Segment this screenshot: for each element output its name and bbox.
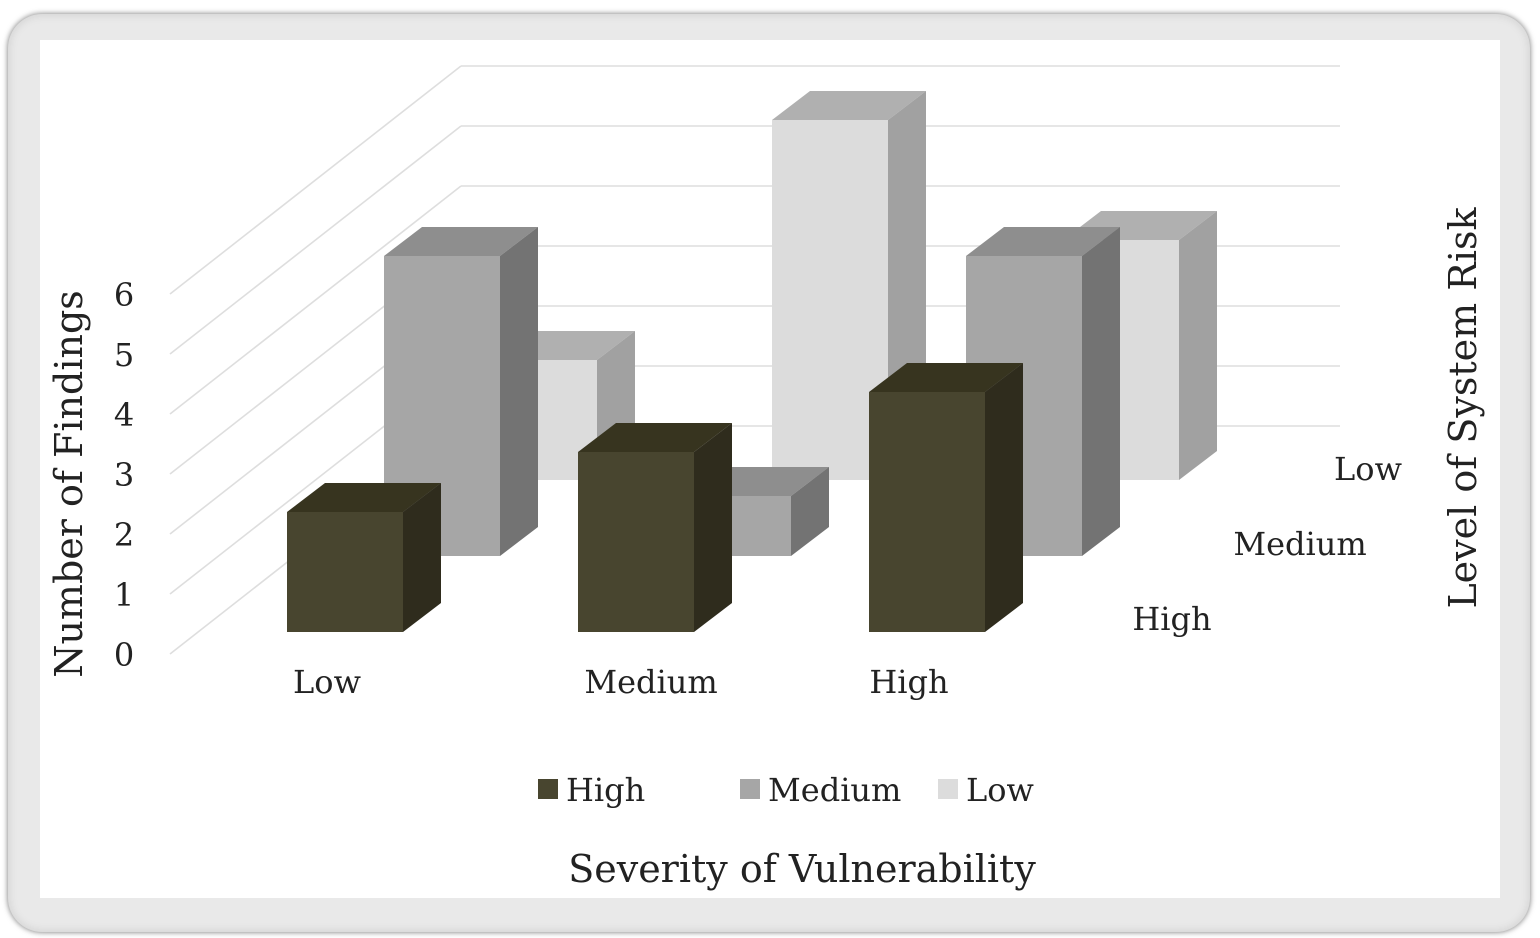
bar-top [869,363,1023,392]
x-category-labels: Low Medium High [293,663,949,701]
bar-top [384,227,538,256]
bar-top [287,483,441,512]
bar-top [966,227,1120,256]
x-category-label-low: Low [293,663,361,701]
bar-high-high [869,363,1023,632]
y-tick-labels: 0 1 2 3 4 5 6 [114,276,134,674]
legend-swatch-medium [740,779,760,799]
bar-side [1082,227,1120,556]
bar-front [869,392,985,632]
bar-side [694,423,732,632]
legend-label-low: Low [966,771,1034,809]
bar-top [772,91,926,120]
y-tick-label: 1 [114,576,134,614]
y-tick-label: 0 [114,636,134,674]
bar-side [500,227,538,556]
x-axis-title: Severity of Vulnerability [568,847,1036,891]
gridline-diagonal [169,185,462,415]
bar-side [985,363,1023,632]
bar-high-medium [578,423,732,632]
bar-top [578,423,732,452]
depth-label-low: Low [1334,450,1402,488]
y-tick-label: 4 [114,396,134,434]
gridline-diagonal [169,125,462,355]
x-category-label-medium: Medium [584,663,717,701]
legend: High Medium Low [538,771,1034,809]
bar-front [578,452,694,632]
bar-side [791,467,829,556]
legend-swatch-high [538,779,558,799]
legend-label-high: High [566,771,645,809]
depth-label-high: High [1132,600,1211,638]
y-axis-title: Number of Findings [47,290,91,678]
bar-high-low [287,483,441,632]
depth-labels: High Medium Low [1132,450,1402,638]
gridline-diagonal [169,65,462,295]
legend-label-medium: Medium [768,771,901,809]
depth-axis-title: Level of System Risk [1441,206,1485,608]
y-tick-label: 2 [114,516,134,554]
bar-front [772,120,888,480]
y-tick-label: 5 [114,336,134,374]
legend-swatch-low [938,779,958,799]
bars [287,91,1217,632]
bar-side [1179,211,1217,480]
depth-label-medium: Medium [1233,525,1366,563]
y-tick-label: 3 [114,456,134,494]
x-category-label-high: High [869,663,948,701]
bar-side [403,483,441,632]
bar-front [287,512,403,632]
y-tick-label: 6 [114,276,134,314]
